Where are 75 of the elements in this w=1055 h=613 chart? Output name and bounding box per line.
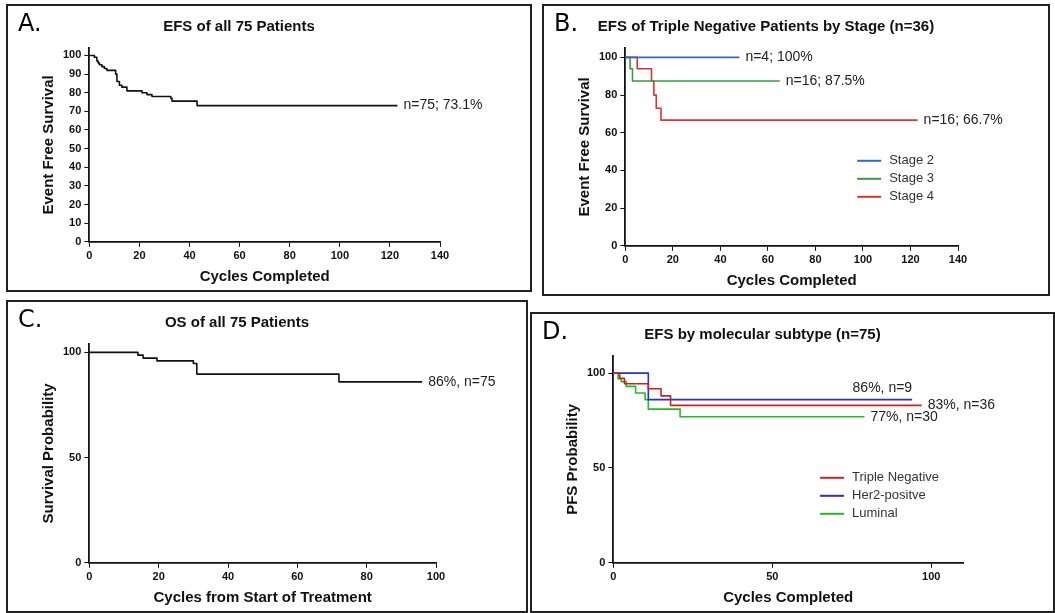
y-tick-label: 0 <box>611 238 618 251</box>
y-tick-label: 0 <box>599 555 606 568</box>
y-axis-title: Event Free Survival <box>39 75 57 215</box>
x-axis-title: Cycles Completed <box>726 271 857 289</box>
y-tick-label: 100 <box>598 50 618 63</box>
legend-label: Luminal <box>852 505 898 521</box>
y-tick-label: 80 <box>605 88 618 101</box>
y-axis-title: Event Free Survival <box>575 77 593 217</box>
x-axis-title: Cycles Completed <box>199 267 330 285</box>
x-tick-label: 60 <box>233 249 246 262</box>
y-axis-title: PFS Probability <box>563 403 581 515</box>
y-axis-title: Survival Probability <box>39 382 57 524</box>
y-tick-label: 100 <box>62 48 82 61</box>
y-tick-label: 0 <box>75 555 82 568</box>
y-tick-label: 70 <box>69 104 82 117</box>
x-tick-label: 60 <box>761 253 775 266</box>
x-tick-label: 100 <box>853 253 873 266</box>
x-tick-label: 40 <box>714 253 727 266</box>
x-tick-label: 20 <box>152 570 165 583</box>
x-tick-label: 100 <box>330 249 349 262</box>
legend-label: Triple Negative <box>852 469 940 485</box>
chart-title: EFS by molecular subtype (n=75) <box>644 325 881 343</box>
chart-title: OS of all 75 Patients <box>164 313 310 331</box>
annotation: n=16; 66.7% <box>923 111 1003 128</box>
legend-label: Stage 3 <box>889 170 935 186</box>
y-tick-label: 100 <box>62 345 82 358</box>
x-tick-label: 40 <box>183 249 196 262</box>
text: B. <box>554 9 579 37</box>
x-tick-label: 20 <box>666 253 679 266</box>
y-tick-label: 60 <box>605 125 618 138</box>
chart-title: EFS of all 75 Patients <box>163 17 315 35</box>
text: C. <box>18 305 43 333</box>
x-tick-label: 80 <box>809 253 822 266</box>
y-tick-label: 20 <box>69 197 82 210</box>
y-tick-label: 100 <box>586 366 606 379</box>
y-tick-label: 50 <box>69 141 82 154</box>
y-tick-label: 50 <box>69 450 82 463</box>
legend-label: Her2-positve <box>852 487 926 503</box>
y-tick-label: 40 <box>69 160 82 173</box>
x-tick-label: 120 <box>380 249 400 262</box>
annotation: 86%, n=9 <box>852 379 913 396</box>
x-tick-label: 140 <box>948 253 968 266</box>
x-tick-label: 0 <box>86 570 93 583</box>
y-tick-label: 20 <box>605 201 618 214</box>
x-tick-label: 60 <box>291 570 304 583</box>
x-tick-label: 100 <box>922 570 941 583</box>
y-tick-label: 90 <box>69 67 82 80</box>
y-tick-label: 10 <box>69 216 82 229</box>
x-tick-label: 80 <box>360 570 373 583</box>
x-axis-title: Cycles from Start of Treatment <box>153 588 372 606</box>
x-tick-label: 0 <box>86 249 93 262</box>
annotation: n=4; 100% <box>745 48 813 65</box>
text: D. <box>542 317 569 345</box>
y-tick-label: 40 <box>605 163 618 176</box>
y-tick-label: 30 <box>69 178 82 191</box>
x-axis-title: Cycles Completed <box>723 588 854 606</box>
chart-title: EFS of Triple Negative Patients by Stage (n=36) <box>597 17 935 35</box>
annotation: n=75; 73.1% <box>403 96 483 113</box>
x-tick-label: 0 <box>622 253 629 266</box>
y-tick-label: 50 <box>593 460 606 473</box>
legend-label: Stage 4 <box>889 188 935 204</box>
x-tick-label: 120 <box>901 253 920 266</box>
y-tick-label: 0 <box>75 234 82 247</box>
x-tick-label: 100 <box>426 570 446 583</box>
x-tick-label: 50 <box>766 570 779 583</box>
annotation: n=16; 87.5% <box>785 71 865 88</box>
y-tick-label: 60 <box>69 123 82 136</box>
text: A. <box>18 9 42 37</box>
y-tick-label: 80 <box>69 85 82 98</box>
x-tick-label: 140 <box>430 249 450 262</box>
x-tick-label: 20 <box>133 249 146 262</box>
x-tick-label: 80 <box>283 249 296 262</box>
legend-label: Stage 2 <box>889 152 935 168</box>
x-tick-label: 40 <box>221 570 235 583</box>
annotation: 86%, n=75 <box>428 372 496 389</box>
